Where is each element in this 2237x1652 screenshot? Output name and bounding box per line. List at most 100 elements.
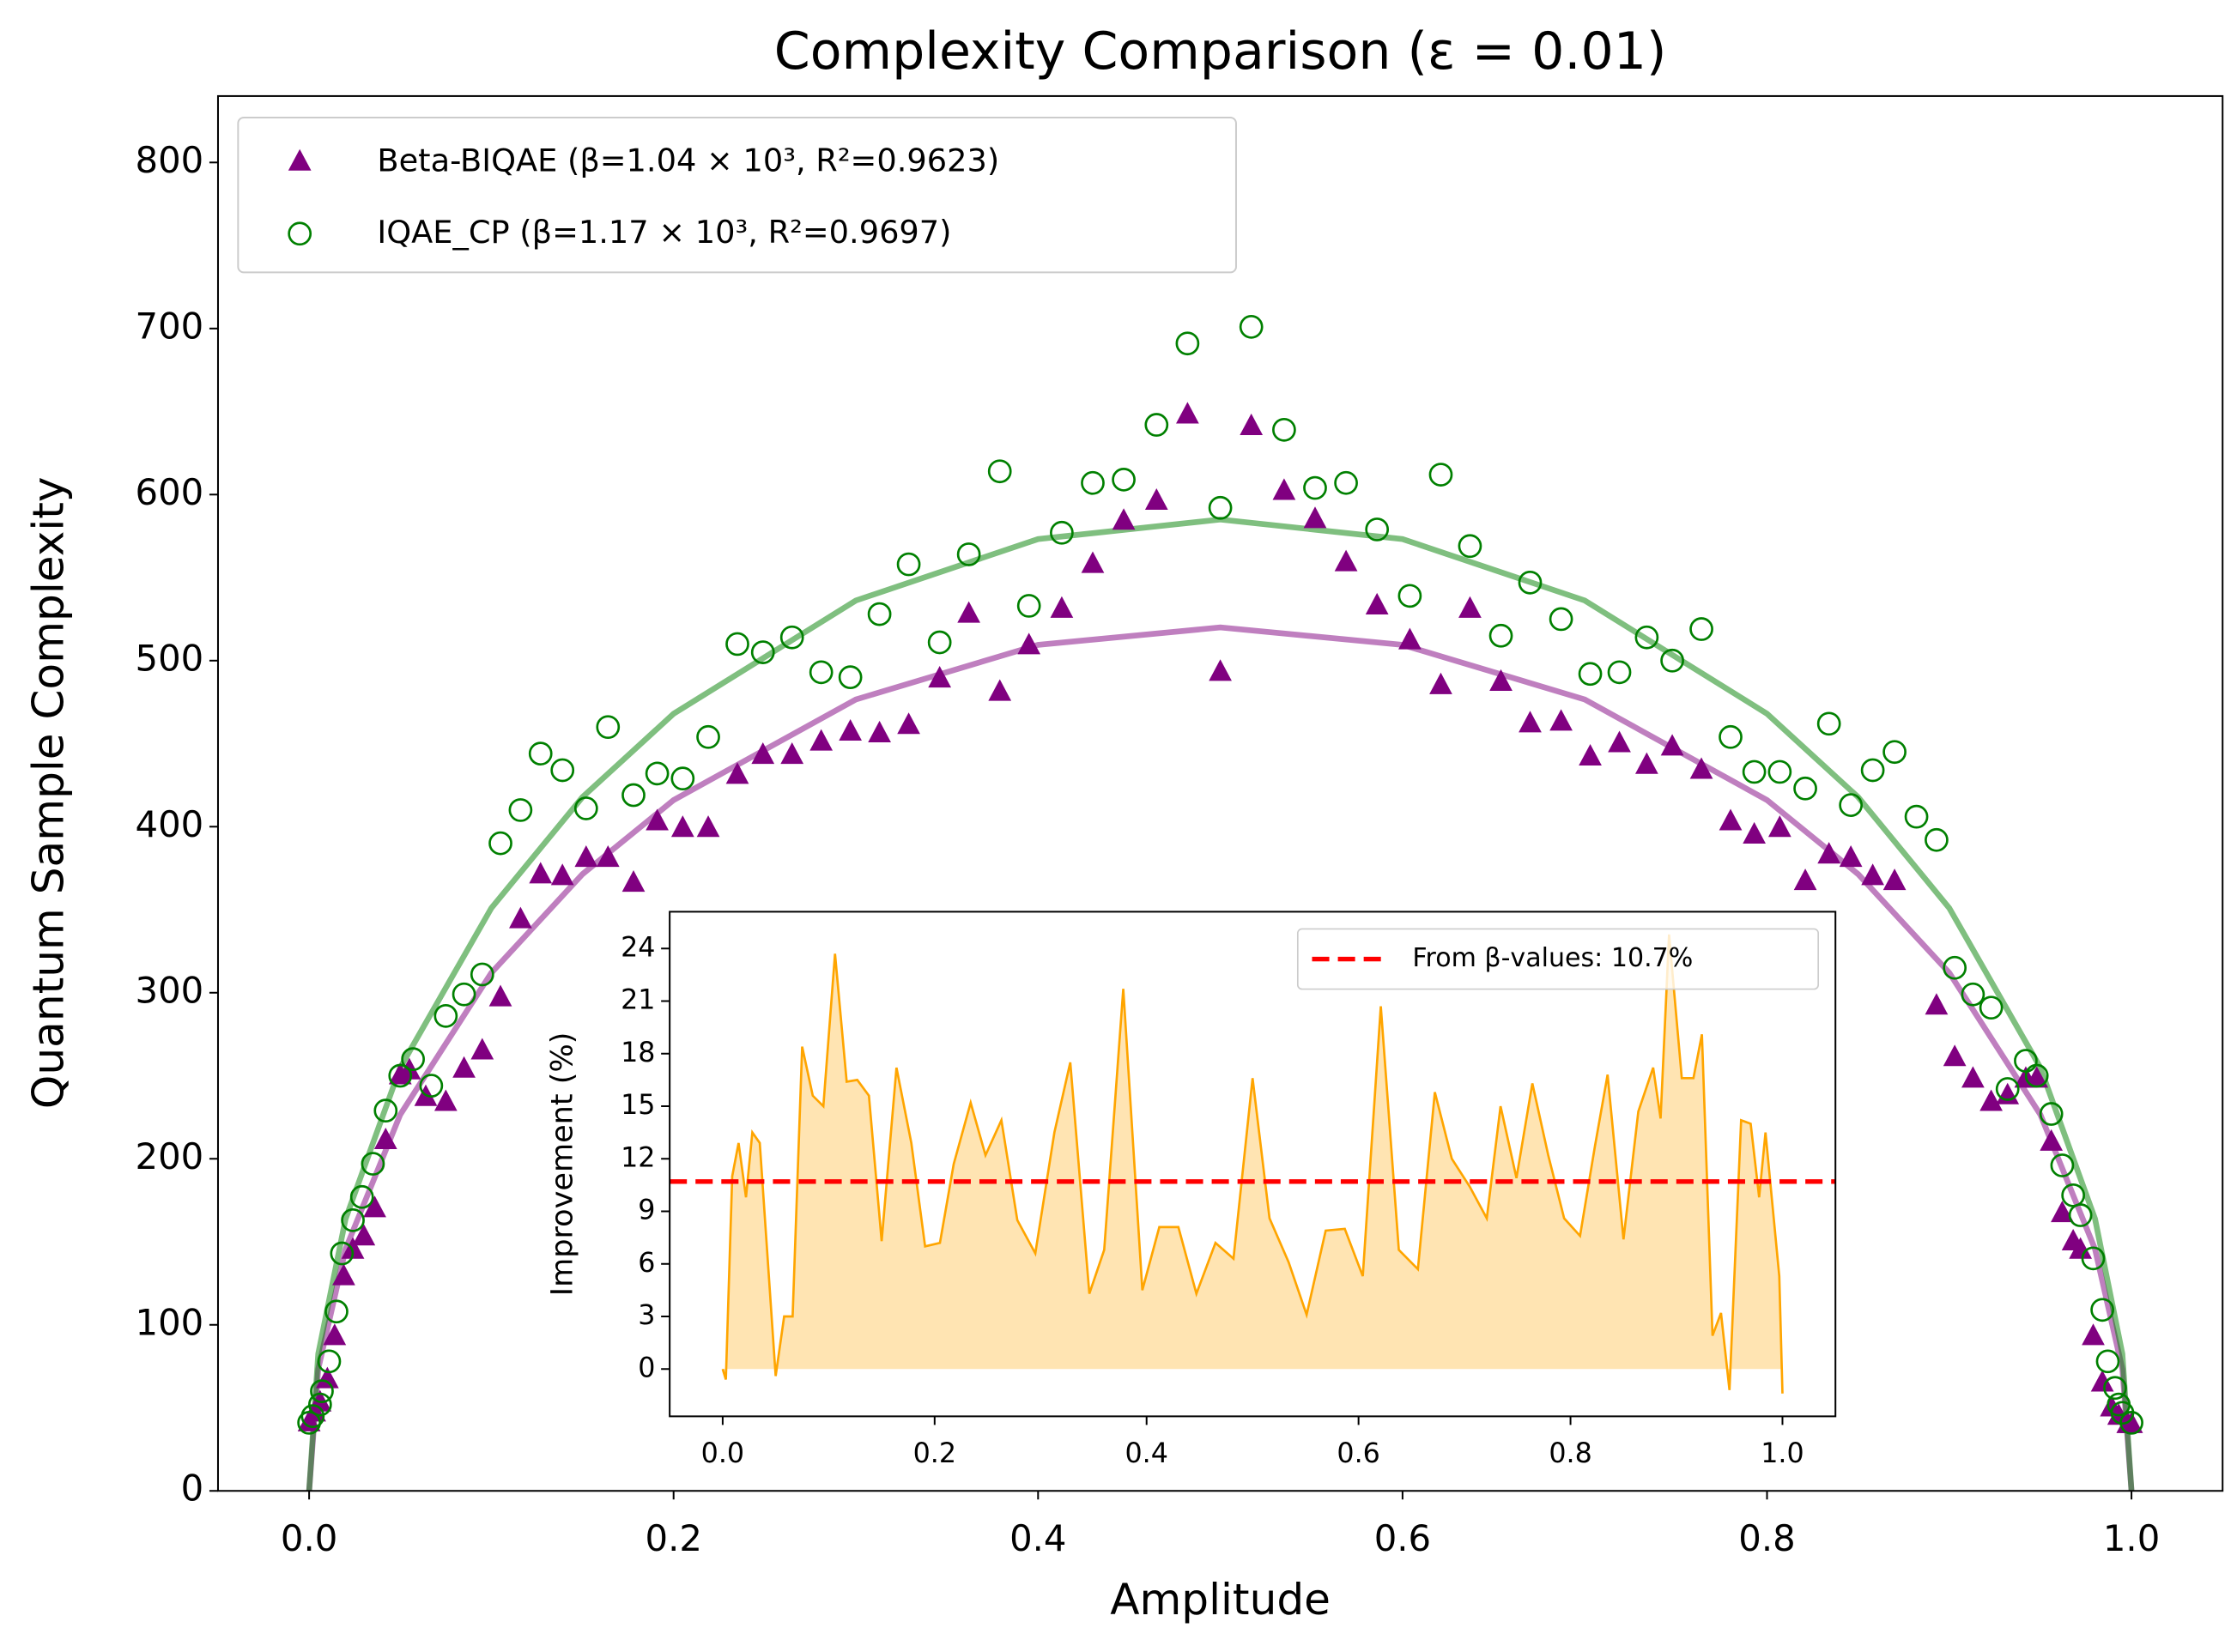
circle-point: [401, 1047, 425, 1072]
circle-point: [1607, 660, 1632, 685]
y-tick-label: 6: [638, 1248, 655, 1279]
circle-point: [1518, 570, 1543, 595]
triangle-point: [1334, 549, 1358, 572]
triangle-point: [1635, 752, 1658, 774]
triangle-point: [897, 712, 920, 735]
circle-point: [750, 640, 775, 664]
x-axis-label: Amplitude: [1110, 1574, 1331, 1625]
legend-box: [1296, 928, 1820, 990]
circle-point: [1397, 584, 1422, 608]
x-tick-label: 1.0: [1761, 1438, 1804, 1469]
triangle-point: [1861, 863, 1884, 886]
triangle-point: [1608, 730, 1631, 753]
circle-point: [573, 796, 598, 820]
circle-point: [1979, 995, 2004, 1020]
legend-box: [237, 116, 1237, 274]
circle-point: [349, 1184, 374, 1209]
triangle-point: [1943, 1044, 1967, 1067]
circle-point: [1303, 475, 1327, 500]
triangle-point: [1817, 842, 1841, 864]
triangle-point: [574, 845, 598, 868]
circle-point: [324, 1299, 349, 1324]
circle-point: [1112, 468, 1136, 492]
triangle-point: [1793, 868, 1817, 891]
triangle-point: [988, 679, 1012, 701]
circle-point: [528, 741, 553, 766]
circle-point: [1016, 594, 1041, 618]
legend-marker: [288, 148, 312, 171]
legend-label: IQAE_CP (β=1.17 × 10³, R²=0.9697): [377, 214, 951, 251]
triangle-point: [670, 815, 694, 838]
circle-point: [330, 1241, 355, 1266]
triangle-point: [751, 742, 775, 765]
y-tick-label: 500: [136, 637, 204, 679]
y-tick-label: 24: [621, 932, 655, 963]
x-tick-label: 0.8: [1549, 1438, 1591, 1469]
legend-marker: [288, 221, 312, 246]
triangle-point: [1398, 627, 1422, 650]
triangle-point: [1979, 1089, 2003, 1111]
triangle-point: [596, 845, 620, 868]
improvement-line: [721, 934, 1784, 1394]
triangle-point: [452, 1056, 476, 1078]
triangle-point: [2119, 1411, 2143, 1433]
circle-point: [670, 766, 695, 791]
circle-point: [2103, 1376, 2127, 1401]
circle-point: [896, 552, 921, 577]
circle-point: [987, 459, 1012, 484]
axes-frame: [216, 94, 2224, 1492]
triangle-point: [1240, 413, 1264, 435]
triangle-point: [1209, 659, 1232, 681]
x-tick-label: 0.6: [1374, 1517, 1431, 1559]
triangle-point: [621, 870, 646, 893]
circle-point: [1943, 955, 1967, 980]
y-tick-label: 15: [621, 1090, 655, 1121]
y-tick-label: 21: [621, 985, 655, 1016]
x-tick-label: 0.0: [281, 1517, 337, 1559]
circle-point: [809, 660, 834, 685]
triangle-point: [868, 720, 891, 742]
y-tick-label: 9: [638, 1195, 655, 1226]
triangle-point: [2051, 1201, 2074, 1223]
triangle-point: [1176, 402, 1199, 424]
circle-point: [361, 1152, 385, 1176]
triangle-point: [1112, 508, 1136, 530]
triangle-point: [1303, 506, 1327, 529]
circle-point: [1081, 470, 1105, 495]
triangle-point: [550, 863, 574, 886]
circle-point: [2090, 1298, 2114, 1322]
circle-point: [508, 798, 533, 822]
triangle-point: [488, 984, 512, 1007]
y-tick-label: 600: [136, 471, 204, 513]
circle-point: [317, 1349, 342, 1374]
triangle-point: [1882, 868, 1907, 891]
triangle-point: [1365, 592, 1389, 614]
circle-point: [2068, 1203, 2093, 1227]
circle-point: [2050, 1153, 2075, 1177]
triangle-point: [809, 729, 834, 751]
circle-point: [419, 1074, 444, 1098]
circle-point: [927, 630, 952, 655]
y-tick-label: 300: [136, 969, 204, 1011]
circle-point: [1719, 724, 1743, 749]
triangle-point: [696, 815, 720, 838]
triangle-point: [529, 862, 553, 884]
circle-point: [725, 632, 749, 657]
triangle-point: [1429, 672, 1452, 694]
triangle-point: [433, 1089, 458, 1111]
x-tick-label: 0.0: [701, 1438, 744, 1469]
circle-point: [341, 1207, 365, 1232]
y-tick-label: 400: [136, 803, 204, 845]
triangle-point: [363, 1195, 386, 1218]
y-tick-label: 18: [621, 1038, 655, 1068]
circle-point: [1767, 759, 1792, 784]
circle-point: [1050, 520, 1074, 545]
triangle-point: [1458, 596, 1482, 618]
circle-point: [1428, 463, 1453, 487]
triangle-point: [1519, 711, 1542, 733]
x-tick-label: 0.2: [913, 1438, 956, 1469]
circle-point: [838, 665, 863, 690]
triangle-point: [1767, 815, 1791, 838]
circle-point: [1175, 331, 1200, 356]
triangle-point: [1272, 478, 1296, 500]
